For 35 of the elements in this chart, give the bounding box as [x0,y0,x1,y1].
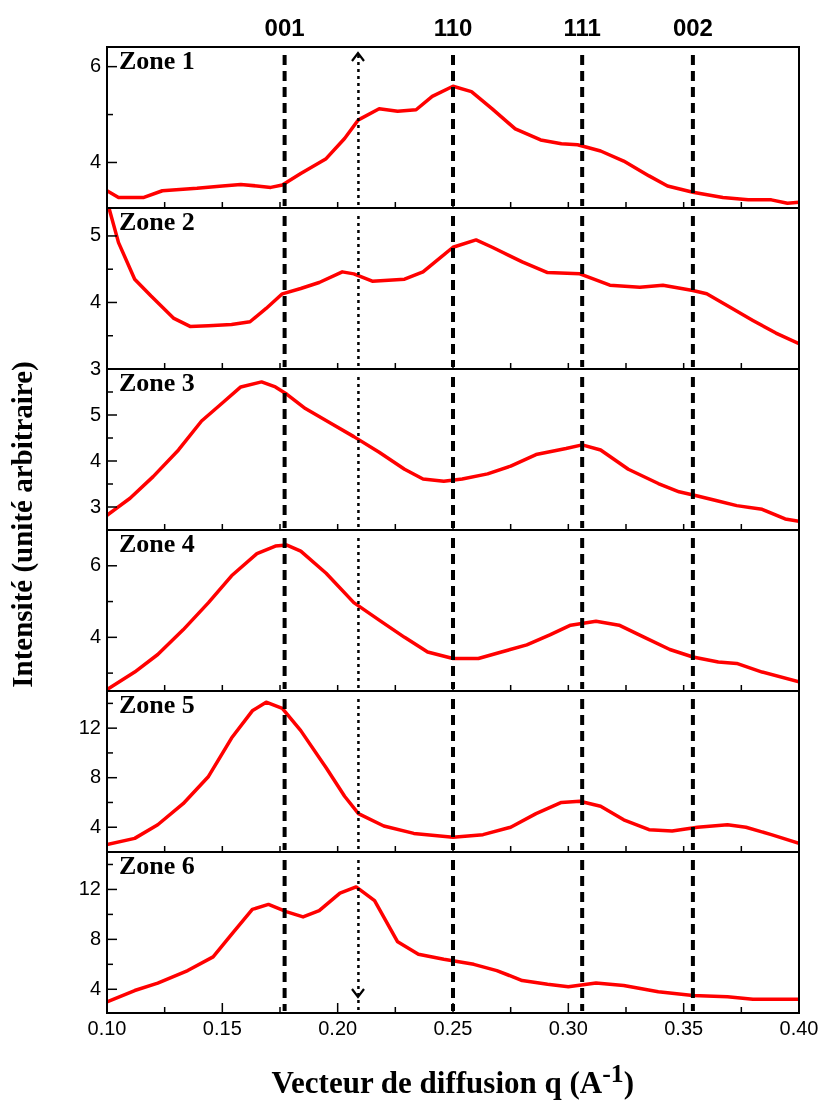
annotation: Zone 5 [119,689,195,719]
x-tick-label: 0.40 [779,1016,819,1039]
y-tick-label: 4 [89,624,101,647]
y-tick-label: 4 [89,149,101,172]
y-tick-label: 4 [89,448,101,471]
y-tick-label: 5 [89,223,101,246]
y-tick-label: 3 [89,494,101,517]
x-axis-title: Vecteur de diffusion q (A$^{-1}$) [271,1059,635,1102]
y-tick-label: 5 [89,402,101,425]
annotation: Zone 3 [119,367,195,397]
x-tick-label: 0.25 [433,1016,473,1039]
y-tick-label: 4 [89,814,101,837]
annotation: Zone 2 [119,206,195,236]
y-tick-label: 6 [89,553,101,576]
annotation: Zone 4 [119,528,195,558]
y-axis-title: Intensité (unité arbitraire) [5,360,39,688]
text: 110 [433,13,473,41]
y-tick-label: 4 [89,289,101,312]
x-tick-label: 0.35 [664,1016,704,1039]
text: 111 [563,13,601,41]
x-tick-label: 0.10 [87,1016,127,1039]
text: 002 [672,13,713,41]
y-tick-label: 12 [78,876,101,899]
text: 001 [264,13,305,41]
y-tick-label: 6 [89,54,101,77]
annotation: Zone 1 [119,45,195,75]
annotation: Zone 6 [119,850,195,880]
y-tick-label: 12 [78,715,101,738]
y-tick-label: 3 [89,356,101,379]
x-tick-label: 0.30 [548,1016,588,1039]
y-tick-label: 8 [89,765,101,788]
x-tick-label: 0.20 [318,1016,358,1039]
y-tick-label: 8 [89,926,101,949]
x-tick-label: 0.15 [202,1016,242,1039]
y-tick-label: 4 [89,976,101,999]
